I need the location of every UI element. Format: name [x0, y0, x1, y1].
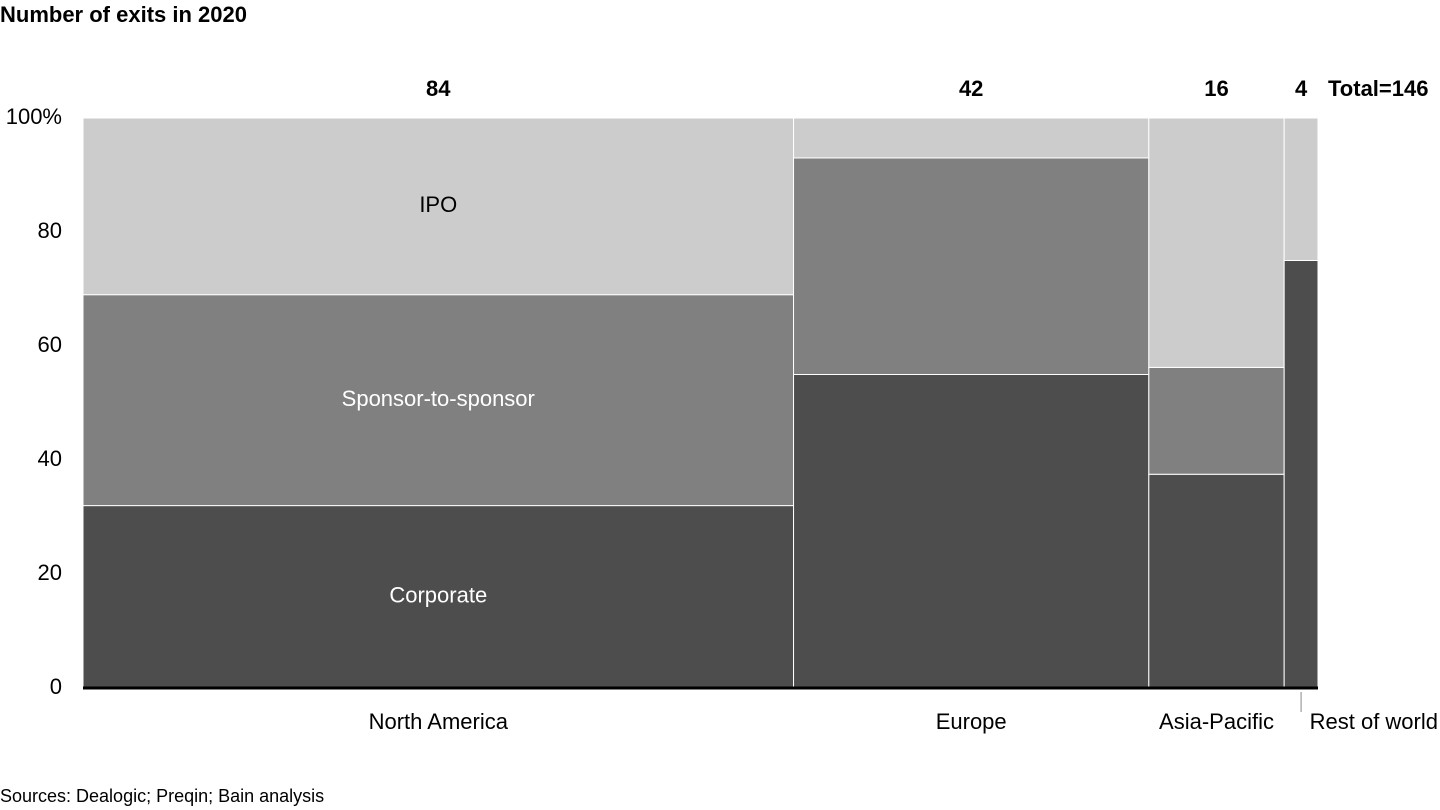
- column-total: 16: [1204, 76, 1228, 101]
- column-total: 4: [1295, 76, 1308, 101]
- chart-title: Number of exits in 2020: [0, 2, 247, 27]
- y-tick-label: 80: [38, 218, 62, 243]
- x-tick-label: North America: [369, 709, 509, 734]
- segment: [793, 374, 1150, 689]
- y-tick-label: 60: [38, 332, 62, 357]
- segment: [1148, 473, 1285, 689]
- y-tick-label: 20: [38, 560, 62, 585]
- x-tick-label: Asia-Pacific: [1159, 709, 1274, 734]
- segment: [1283, 260, 1319, 689]
- series-label: Corporate: [389, 583, 487, 608]
- segment: [82, 117, 795, 296]
- column-total: 84: [426, 76, 451, 101]
- segment: [793, 157, 1150, 375]
- segment: [82, 505, 795, 689]
- segment: [1148, 366, 1285, 475]
- segment: [1283, 117, 1319, 261]
- y-tick-label: 40: [38, 446, 62, 471]
- x-tick-label: Rest of world: [1310, 709, 1438, 734]
- total-label: Total=146: [1328, 76, 1428, 101]
- x-tick-label: Europe: [936, 709, 1007, 734]
- series-label: Sponsor-to-sponsor: [342, 386, 535, 411]
- source-note: Sources: Dealogic; Preqin; Bain analysis: [0, 786, 324, 806]
- segment: [793, 117, 1150, 159]
- column-total: 42: [959, 76, 983, 101]
- segment: [82, 294, 795, 507]
- y-tick-label: 100%: [6, 104, 62, 129]
- segment: [1148, 117, 1285, 368]
- y-tick-label: 0: [50, 674, 62, 699]
- series-label: IPO: [419, 192, 457, 217]
